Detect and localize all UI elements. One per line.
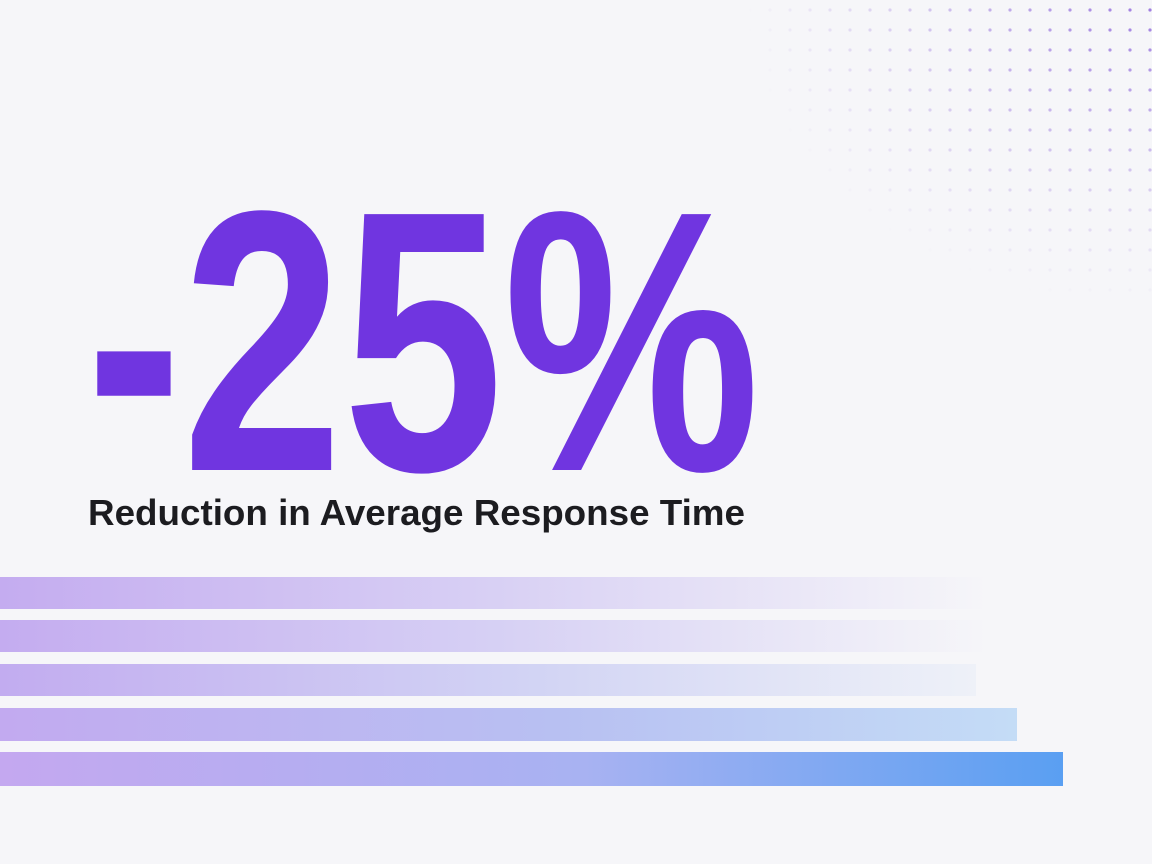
- decor-bar: [0, 664, 976, 696]
- dot-pattern: [700, 0, 1152, 340]
- stat-value: -25%: [86, 133, 760, 549]
- decor-bar: [0, 620, 990, 652]
- decor-bar: [0, 752, 1063, 786]
- decor-bar: [0, 708, 1017, 741]
- decor-bar: [0, 577, 990, 609]
- stat-caption: Reduction in Average Response Time: [88, 492, 745, 533]
